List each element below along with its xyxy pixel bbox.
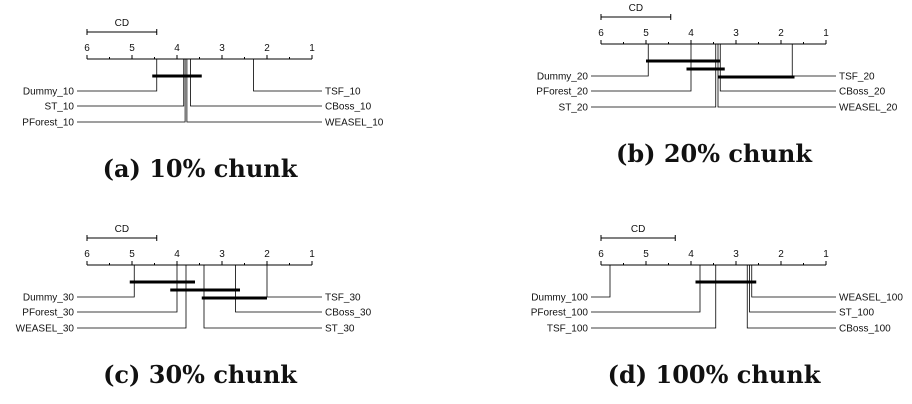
method-connector — [77, 265, 178, 313]
method-connector — [591, 265, 701, 313]
panel-caption: (c) 30% chunk — [103, 360, 298, 389]
cd-panel: 6 5 4 3 2 1 CD Dummy_10 ST_10 PForest_10 TSF_10 CBo… — [22, 18, 384, 183]
tick-label: 1 — [309, 249, 315, 260]
method-label: Dummy_20 — [537, 72, 589, 83]
method-label: CBoss_10 — [325, 102, 372, 113]
method-label: PForest_20 — [536, 87, 588, 98]
method-connector — [791, 44, 836, 77]
method-label: WEASEL_100 — [839, 293, 903, 304]
tick-label: 6 — [598, 249, 604, 260]
method-connector — [591, 265, 717, 329]
cd-panel: 6 5 4 3 2 1 CD Dummy_30 PForest_30 WEASEL_30 TSF_3… — [16, 224, 372, 389]
tick-label: 5 — [643, 249, 649, 260]
cd-label: CD — [629, 3, 643, 14]
tick-label: 1 — [823, 28, 829, 39]
method-connector — [77, 59, 185, 107]
method-connector — [77, 59, 158, 92]
panel-caption: (b) 20% chunk — [616, 139, 813, 168]
method-connector — [77, 265, 187, 329]
method-label: Dummy_100 — [531, 293, 588, 304]
tick-label: 3 — [219, 249, 225, 260]
method-connector — [591, 44, 692, 92]
method-connector — [751, 265, 836, 298]
tick-label: 5 — [129, 249, 135, 260]
method-label: WEASEL_20 — [839, 103, 898, 114]
method-label: CBoss_30 — [325, 308, 372, 319]
method-label: ST_30 — [325, 324, 355, 335]
method-connector — [77, 59, 186, 123]
tick-label: 6 — [84, 249, 90, 260]
method-connector — [749, 265, 836, 313]
tick-label: 5 — [643, 28, 649, 39]
method-connector — [190, 59, 322, 107]
method-label: ST_100 — [839, 308, 874, 319]
method-connector — [253, 59, 322, 92]
method-connector — [717, 44, 836, 108]
tick-label: 6 — [598, 28, 604, 39]
cd-label: CD — [631, 224, 645, 235]
tick-label: 4 — [174, 43, 180, 54]
method-label: WEASEL_30 — [16, 324, 75, 335]
tick-label: 4 — [174, 249, 180, 260]
tick-label: 3 — [219, 43, 225, 54]
tick-label: 3 — [733, 249, 739, 260]
method-label: PForest_30 — [22, 308, 74, 319]
method-connector — [719, 44, 836, 92]
tick-label: 5 — [129, 43, 135, 54]
tick-label: 2 — [778, 28, 784, 39]
panel-caption: (d) 100% chunk — [608, 360, 822, 389]
tick-label: 1 — [309, 43, 315, 54]
tick-label: 2 — [264, 43, 270, 54]
method-connector — [746, 265, 836, 329]
method-label: TSF_20 — [839, 72, 875, 83]
cd-panel: 6 5 4 3 2 1 CD Dummy_20 PForest_20 ST_20 TSF_20 CBo… — [536, 3, 898, 168]
method-connector — [591, 265, 611, 298]
tick-label: 2 — [264, 249, 270, 260]
tick-label: 4 — [688, 249, 694, 260]
method-label: ST_20 — [559, 103, 589, 114]
method-label: CBoss_100 — [839, 324, 891, 335]
tick-label: 3 — [733, 28, 739, 39]
tick-label: 6 — [84, 43, 90, 54]
method-label: TSF_30 — [325, 293, 361, 304]
method-label: Dummy_30 — [23, 293, 75, 304]
method-label: WEASEL_10 — [325, 118, 384, 129]
method-label: PForest_10 — [22, 118, 74, 129]
method-label: PForest_100 — [531, 308, 589, 319]
method-connector — [186, 59, 322, 123]
method-label: ST_10 — [45, 102, 75, 113]
cd-label: CD — [115, 224, 129, 235]
tick-label: 2 — [778, 249, 784, 260]
panel-caption: (a) 10% chunk — [103, 154, 299, 183]
method-label: Dummy_10 — [23, 87, 75, 98]
method-label: CBoss_20 — [839, 87, 886, 98]
method-connector — [203, 265, 322, 329]
tick-label: 1 — [823, 249, 829, 260]
method-connector — [591, 44, 649, 77]
method-connector — [591, 44, 717, 108]
method-label: TSF_100 — [547, 324, 589, 335]
method-label: TSF_10 — [325, 87, 361, 98]
method-connector — [235, 265, 322, 313]
method-connector — [77, 265, 135, 298]
cd-panel: 6 5 4 3 2 1 CD Dummy_100 PForest_100 TSF_100 WEASE… — [531, 224, 904, 389]
method-connector — [266, 265, 322, 298]
cd-label: CD — [115, 18, 129, 29]
tick-label: 4 — [688, 28, 694, 39]
